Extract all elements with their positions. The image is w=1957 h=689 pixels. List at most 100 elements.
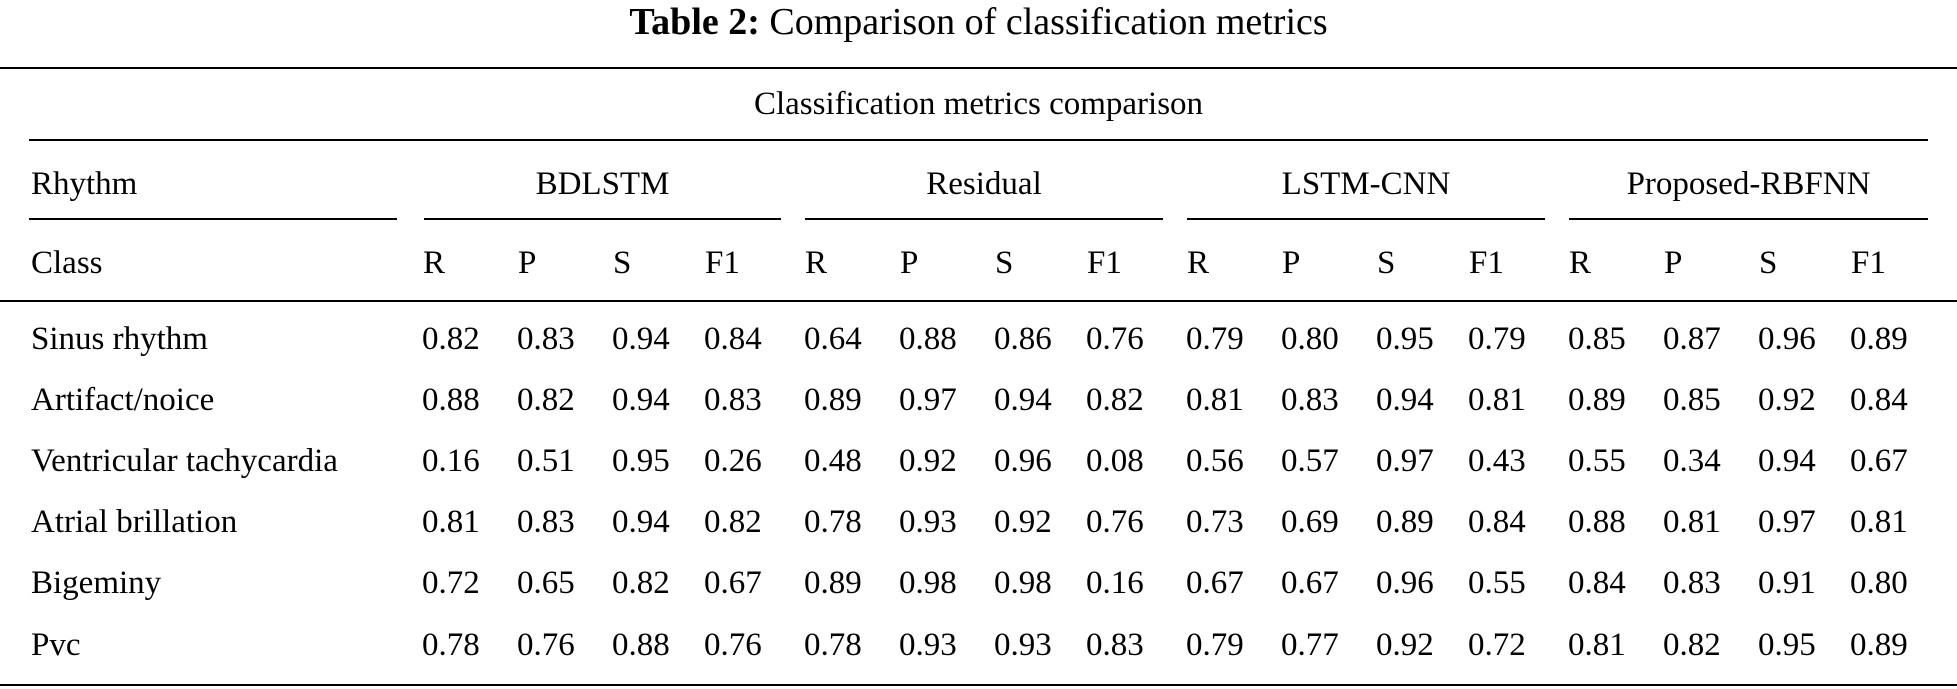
- metric-header-residual-f1: F1: [1087, 245, 1122, 281]
- table-cell: 0.79: [1186, 627, 1244, 663]
- table-cell: 0.76: [1086, 321, 1144, 357]
- caption-label: Table 2:: [629, 1, 760, 43]
- table-cell: 0.83: [1281, 382, 1339, 418]
- table-cell: 0.97: [899, 382, 957, 418]
- super-header: Classification metrics comparison: [753, 86, 1204, 122]
- table-cell: 0.16: [1086, 565, 1144, 601]
- table-cell: 0.78: [422, 627, 480, 663]
- table-cell: 0.89: [1850, 321, 1908, 357]
- row-label: Pvc: [31, 627, 81, 663]
- row-header-rhythm: Rhythm: [31, 166, 138, 202]
- table-cell: 0.26: [704, 443, 762, 479]
- table-cell: 0.81: [422, 504, 480, 540]
- table-cell: 0.79: [1468, 321, 1526, 357]
- metric-header-residual-r: R: [805, 245, 828, 281]
- rhythm-header-rule: [29, 218, 397, 220]
- table-cell: 0.72: [422, 565, 480, 601]
- table-cell: 0.96: [994, 443, 1052, 479]
- table-cell: 0.78: [804, 627, 862, 663]
- table-cell: 0.82: [704, 504, 762, 540]
- table-cell: 0.98: [994, 565, 1052, 601]
- table-cell: 0.67: [1850, 443, 1908, 479]
- table-cell: 0.83: [1663, 565, 1721, 601]
- table-cell: 0.89: [1376, 504, 1434, 540]
- table-cell: 0.80: [1281, 321, 1339, 357]
- metric-header-proposed-rbfnn-p: P: [1664, 245, 1683, 281]
- table-cell: 0.79: [1186, 321, 1244, 357]
- table-cell: 0.65: [517, 565, 575, 601]
- group-rule-4: [1569, 218, 1928, 220]
- table-cell: 0.92: [899, 443, 957, 479]
- table-cell: 0.93: [899, 504, 957, 540]
- metric-header-lstm-cnn-r: R: [1187, 245, 1210, 281]
- group-header-3: LSTM-CNN: [1281, 166, 1451, 202]
- table-cell: 0.85: [1663, 382, 1721, 418]
- table-cell: 0.67: [704, 565, 762, 601]
- table-cell: 0.84: [1568, 565, 1626, 601]
- bottom-rule: [0, 684, 1957, 686]
- table-cell: 0.89: [804, 565, 862, 601]
- table-cell: 0.98: [899, 565, 957, 601]
- table-cell: 0.81: [1663, 504, 1721, 540]
- table-cell: 0.83: [704, 382, 762, 418]
- table-cell: 0.83: [517, 504, 575, 540]
- row-header-class: Class: [31, 245, 103, 281]
- table-cell: 0.96: [1376, 565, 1434, 601]
- table-cell: 0.16: [422, 443, 480, 479]
- table-cell: 0.89: [1568, 382, 1626, 418]
- table-cell: 0.82: [612, 565, 670, 601]
- table-cell: 0.96: [1758, 321, 1816, 357]
- table-cell: 0.94: [994, 382, 1052, 418]
- table-cell: 0.08: [1086, 443, 1144, 479]
- metric-header-bdlstm-p: P: [518, 245, 537, 281]
- table-cell: 0.67: [1281, 565, 1339, 601]
- table-cell: 0.87: [1663, 321, 1721, 357]
- table-cell: 0.72: [1468, 627, 1526, 663]
- table-cell: 0.94: [612, 321, 670, 357]
- metric-header-residual-s: S: [995, 245, 1014, 281]
- table-cell: 0.95: [612, 443, 670, 479]
- top-rule: [0, 67, 1957, 69]
- table-cell: 0.97: [1758, 504, 1816, 540]
- table-cell: 0.92: [994, 504, 1052, 540]
- table-cell: 0.81: [1850, 504, 1908, 540]
- table-cell: 0.76: [1086, 504, 1144, 540]
- table-cell: 0.84: [1850, 382, 1908, 418]
- table-cell: 0.81: [1186, 382, 1244, 418]
- row-label: Artifact/noice: [31, 382, 215, 418]
- table-cell: 0.82: [1086, 382, 1144, 418]
- table-cell: 0.43: [1468, 443, 1526, 479]
- group-rule-3: [1187, 218, 1545, 220]
- metric-header-proposed-rbfnn-s: S: [1759, 245, 1778, 281]
- table-cell: 0.89: [1850, 627, 1908, 663]
- table-cell: 0.51: [517, 443, 575, 479]
- table-cell: 0.82: [517, 382, 575, 418]
- table-cell: 0.95: [1758, 627, 1816, 663]
- table-cell: 0.86: [994, 321, 1052, 357]
- table-cell: 0.55: [1568, 443, 1626, 479]
- table-cell: 0.83: [517, 321, 575, 357]
- table-cell: 0.76: [517, 627, 575, 663]
- table-cell: 0.93: [899, 627, 957, 663]
- table-cell: 0.92: [1758, 382, 1816, 418]
- metric-header-proposed-rbfnn-f1: F1: [1851, 245, 1886, 281]
- caption-text: Comparison of classification metrics: [769, 1, 1328, 43]
- metric-header-lstm-cnn-f1: F1: [1469, 245, 1504, 281]
- table-cell: 0.81: [1568, 627, 1626, 663]
- table-cell: 0.85: [1568, 321, 1626, 357]
- table-cell: 0.92: [1376, 627, 1434, 663]
- table-caption: Table 2: Comparison of classification me…: [0, 0, 1957, 48]
- table-cell: 0.78: [804, 504, 862, 540]
- metric-header-bdlstm-f1: F1: [705, 245, 740, 281]
- metric-header-residual-p: P: [900, 245, 919, 281]
- table-cell: 0.64: [804, 321, 862, 357]
- table-cell: 0.77: [1281, 627, 1339, 663]
- table-cell: 0.57: [1281, 443, 1339, 479]
- row-label: Atrial brillation: [31, 504, 238, 540]
- group-header-1: BDLSTM: [535, 166, 670, 202]
- table-cell: 0.56: [1186, 443, 1244, 479]
- table-cell: 0.82: [422, 321, 480, 357]
- super-header-rule: [29, 139, 1928, 141]
- header-bottom-rule: [0, 300, 1957, 302]
- table-cell: 0.94: [1376, 382, 1434, 418]
